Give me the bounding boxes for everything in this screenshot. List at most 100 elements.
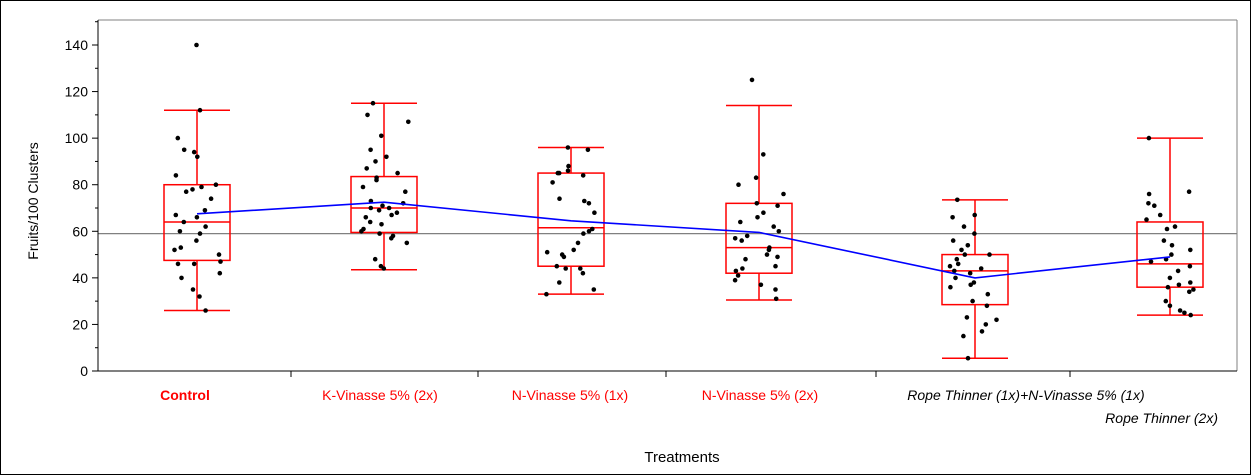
data-point — [1165, 284, 1171, 290]
data-point — [575, 240, 581, 246]
data-point — [555, 170, 561, 176]
data-point — [173, 212, 179, 218]
data-point — [372, 256, 378, 262]
data-point — [197, 231, 203, 236]
data-point — [363, 215, 369, 220]
data-point — [208, 196, 214, 201]
data-point — [775, 254, 780, 260]
mean-line-layer — [196, 201, 1171, 279]
y-tick-label: 20 — [72, 316, 88, 332]
y-tick-label: 60 — [72, 223, 88, 239]
data-point — [581, 231, 586, 236]
data-point — [753, 175, 759, 180]
data-point — [389, 212, 394, 218]
data-point — [955, 197, 960, 203]
data-point — [1186, 189, 1192, 194]
data-point — [216, 252, 222, 257]
data-point — [386, 205, 392, 211]
data-point — [197, 294, 202, 299]
iqr-box — [537, 172, 605, 267]
x-tick-label: Rope Thinner (2x) — [1105, 410, 1218, 426]
data-point — [953, 275, 958, 281]
data-point — [203, 308, 208, 313]
data-point — [590, 226, 595, 232]
y-tick-label: 120 — [65, 84, 89, 100]
data-point — [761, 152, 766, 157]
data-point — [374, 177, 379, 183]
data-point — [370, 100, 376, 106]
data-point — [736, 182, 741, 187]
data-point — [1187, 263, 1193, 269]
data-point — [1182, 310, 1187, 316]
mean-line — [196, 201, 1171, 279]
data-point — [979, 329, 985, 334]
data-point — [554, 263, 560, 269]
data-point — [761, 210, 766, 215]
x-tick-label: Control — [160, 387, 210, 403]
data-point — [194, 215, 200, 220]
data-point — [1163, 298, 1169, 304]
y-tick-label: 0 — [80, 363, 88, 379]
data-point — [955, 261, 961, 267]
data-point — [740, 266, 745, 271]
data-point — [1148, 259, 1154, 264]
data-point — [1152, 203, 1157, 208]
x-axis-label: Treatments — [644, 449, 719, 466]
axes-layer: 0 20 40 60 80 100 120 140 Control K-Vinasse 5% (2… — [65, 19, 1238, 426]
data-point — [197, 107, 203, 113]
data-point — [195, 154, 200, 160]
data-point — [947, 263, 953, 269]
data-point — [376, 208, 382, 213]
data-point — [389, 236, 394, 241]
data-point — [773, 263, 778, 269]
data-point — [172, 247, 177, 253]
data-point — [978, 266, 984, 271]
data-point — [743, 256, 748, 262]
data-point — [1191, 287, 1196, 292]
data-point — [965, 243, 971, 248]
data-point — [360, 184, 366, 190]
data-point — [565, 145, 571, 150]
data-point — [1188, 247, 1193, 253]
data-point — [199, 184, 204, 190]
data-point — [984, 303, 990, 309]
data-point — [191, 261, 197, 267]
data-point — [368, 147, 373, 153]
data-point — [379, 222, 384, 227]
data-point — [1169, 243, 1175, 248]
data-point — [950, 238, 956, 243]
data-point — [381, 266, 387, 271]
data-point — [586, 229, 592, 234]
data-point — [985, 291, 991, 297]
data-point — [764, 252, 770, 257]
data-point — [179, 275, 184, 281]
y-tick-label: 40 — [72, 270, 88, 286]
points-layer — [172, 42, 1196, 361]
data-point — [987, 252, 992, 257]
data-point — [954, 256, 960, 262]
data-point — [395, 170, 400, 176]
data-point — [732, 277, 738, 283]
data-point — [1146, 135, 1152, 141]
data-point — [771, 224, 776, 229]
y-tick-label: 140 — [65, 37, 89, 53]
data-point — [739, 238, 744, 243]
data-point — [781, 191, 786, 197]
data-point — [404, 240, 410, 246]
data-point — [1187, 289, 1192, 295]
data-point — [1188, 280, 1193, 285]
data-point — [1157, 212, 1163, 218]
data-point — [566, 163, 571, 169]
data-point — [565, 168, 571, 173]
data-point — [964, 315, 970, 320]
data-point — [591, 287, 597, 292]
data-point — [962, 252, 968, 257]
data-point — [758, 282, 764, 288]
data-point — [377, 231, 382, 236]
data-point — [971, 280, 977, 285]
data-point — [175, 135, 181, 141]
data-point — [994, 317, 999, 323]
data-point — [1144, 217, 1149, 222]
data-point — [181, 219, 187, 225]
